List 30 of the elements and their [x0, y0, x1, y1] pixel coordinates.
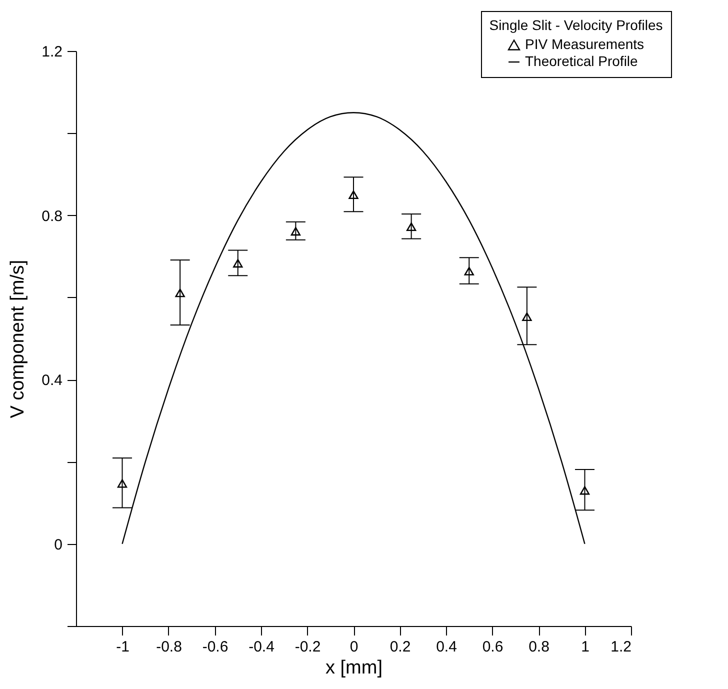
y-tick-label: 0	[54, 536, 62, 554]
point	[348, 190, 358, 200]
x-tick-label: -0.6	[202, 638, 228, 656]
legend-title: Single Slit - Velocity Profiles	[489, 17, 663, 33]
point	[464, 266, 474, 276]
y-axis-title: V component [m/s]	[8, 260, 29, 418]
x-tick-label: -1	[116, 638, 130, 656]
point	[406, 222, 416, 232]
x-tick-label: 1	[581, 638, 590, 656]
point	[290, 227, 301, 236]
x-axis-title: x [mm]	[326, 658, 382, 678]
point	[175, 288, 185, 298]
x-tick-label: -0.2	[294, 638, 321, 656]
legend-label: PIV Measurements	[525, 36, 644, 52]
y-tick-label: 0.8	[42, 208, 62, 225]
x-tick-label: -0.4	[248, 638, 274, 656]
x-tick-label: 0.6	[482, 638, 504, 656]
x-tick-label: 0	[350, 638, 358, 656]
point	[117, 479, 128, 488]
y-tick-label: 0.4	[42, 372, 62, 390]
y-tick-label: 1.2	[42, 44, 62, 60]
x-tick-label: 0.2	[390, 638, 411, 656]
x-tick-label: -0.8	[156, 638, 182, 656]
point	[233, 259, 243, 268]
point	[580, 486, 590, 495]
point	[522, 312, 532, 322]
legend-label: Theoretical Profile	[525, 53, 638, 69]
x-tick-label: 0.8	[528, 638, 550, 656]
x-tick-label: 0.4	[436, 638, 457, 656]
x-tick-label: 1.2	[610, 638, 632, 656]
